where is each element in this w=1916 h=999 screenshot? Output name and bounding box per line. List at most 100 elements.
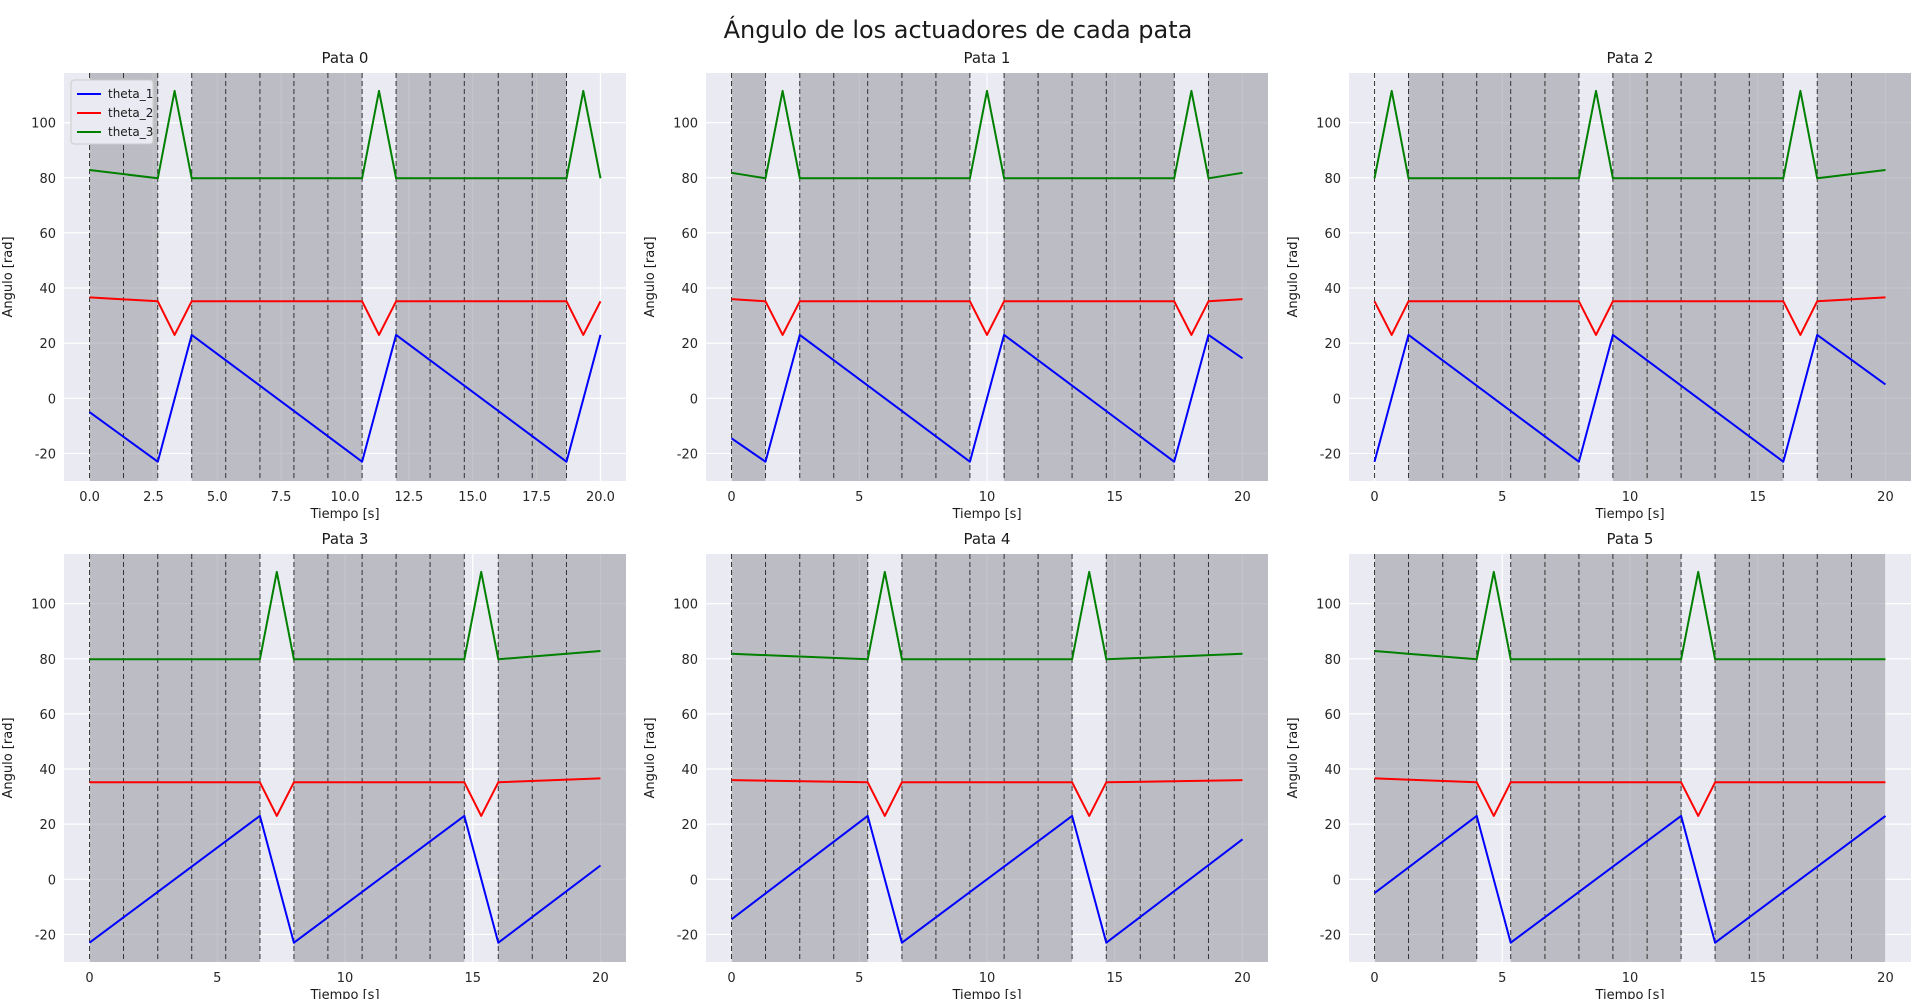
series-line-theta_1 xyxy=(730,333,1244,463)
stance-shade xyxy=(191,73,363,481)
y-tick-label: 0 xyxy=(690,392,698,407)
stance-shade xyxy=(1612,73,1784,481)
x-tick-label: 2.5 xyxy=(143,490,164,505)
stance-shade xyxy=(89,554,260,962)
x-tick-label: 5 xyxy=(213,971,221,986)
y-tick-label: 20 xyxy=(39,337,56,352)
stance-shade xyxy=(1408,73,1579,481)
x-tick-label: 20 xyxy=(1234,490,1251,505)
y-tick-label: 40 xyxy=(1324,763,1341,778)
x-tick-label: 10 xyxy=(1622,490,1639,505)
legend-box xyxy=(70,79,154,145)
y-tick-label: 40 xyxy=(681,763,698,778)
series-line-theta_2 xyxy=(1374,777,1886,817)
subplot-2: -20 0 20 40 60 80 100 0 5 10 15 20 Pata 2 Tiempo [s] A… xyxy=(1286,49,1911,522)
subplot-4: -20 0 20 40 60 80 100 0 5 10 15 20 Pata 4 Tiempo [s] A… xyxy=(643,530,1268,999)
y-tick-label: 40 xyxy=(681,282,698,297)
y-tick-label: 0 xyxy=(48,392,56,407)
y-tick-label: 40 xyxy=(39,763,56,778)
x-tick-label: 0.0 xyxy=(79,490,100,505)
x-tick-label: 0 xyxy=(727,490,735,505)
x-tick-label: 20 xyxy=(592,971,609,986)
x-tick-label: 0 xyxy=(1370,490,1378,505)
series-line-theta_2 xyxy=(731,298,1243,336)
y-tick-label: -20 xyxy=(35,447,56,462)
x-tick-label: 5 xyxy=(1498,971,1506,986)
x-tick-label: 10.0 xyxy=(331,490,360,505)
y-tick-label: 100 xyxy=(1316,598,1341,613)
y-axis-label: Angulo [rad] xyxy=(1286,717,1301,798)
y-tick-label: 60 xyxy=(39,227,56,242)
y-tick-label: 40 xyxy=(39,282,56,297)
x-axis-label: Tiempo [s] xyxy=(951,507,1021,522)
x-axis-label: Tiempo [s] xyxy=(309,988,379,999)
y-tick-label: 60 xyxy=(681,708,698,723)
y-tick-label: 20 xyxy=(681,337,698,352)
legend-label-theta_2: theta_2 xyxy=(108,106,153,120)
y-tick-label: -20 xyxy=(677,447,698,462)
x-tick-label: 5 xyxy=(855,971,863,986)
series-line-theta_3 xyxy=(1374,570,1886,661)
y-axis-label: Angulo [rad] xyxy=(1286,236,1301,317)
x-tick-label: 12.5 xyxy=(394,490,423,505)
y-tick-label: 80 xyxy=(39,653,56,668)
x-tick-label: 15 xyxy=(1749,490,1766,505)
stance-shade xyxy=(1715,554,1886,962)
x-tick-label: 17.5 xyxy=(522,490,551,505)
subplot-title: Pata 0 xyxy=(322,49,369,67)
y-axis-label: Angulo [rad] xyxy=(1,236,16,317)
subplot-title: Pata 3 xyxy=(322,530,369,548)
y-tick-label: 0 xyxy=(48,873,56,888)
y-tick-label: 20 xyxy=(681,818,698,833)
legend-label-theta_1: theta_1 xyxy=(108,87,153,101)
x-tick-label: 10 xyxy=(979,490,996,505)
x-tick-label: 5 xyxy=(1498,490,1506,505)
y-tick-label: 0 xyxy=(690,873,698,888)
subplot-title: Pata 4 xyxy=(964,530,1011,548)
figure-title: Ángulo de los actuadores de cada pata xyxy=(723,16,1193,44)
y-tick-label: 80 xyxy=(681,653,698,668)
subplot-3: -20 0 20 40 60 80 100 0 5 10 15 20 Pata 3 Tiempo [s] A… xyxy=(1,530,626,999)
series-line-theta_2 xyxy=(731,779,1243,817)
stance-shade xyxy=(293,554,465,962)
x-axis-label: Tiempo [s] xyxy=(309,507,379,522)
stance-shade xyxy=(498,554,626,962)
subplot-1: -20 0 20 40 60 80 100 0 5 10 15 20 Pata 1 Tiempo [s] A… xyxy=(643,49,1268,522)
subplot-0: -20 0 20 40 60 80 100 0.0 2.5 5.0 7.5 10.0 12.5 15.0 1… xyxy=(1,49,626,522)
x-tick-label: 7.5 xyxy=(271,490,292,505)
y-axis-label: Angulo [rad] xyxy=(1,717,16,798)
y-tick-label: 80 xyxy=(1324,172,1341,187)
x-tick-label: 15 xyxy=(1106,490,1123,505)
y-axis-label: Angulo [rad] xyxy=(643,236,658,317)
stance-shade xyxy=(799,73,970,481)
series-line-theta_3 xyxy=(89,89,602,180)
y-tick-label: 100 xyxy=(1316,117,1341,132)
stance-shade xyxy=(901,554,1073,962)
series-line-theta_2 xyxy=(89,777,601,817)
x-tick-label: 0 xyxy=(727,971,735,986)
y-tick-label: 40 xyxy=(1324,282,1341,297)
y-tick-label: 100 xyxy=(31,117,56,132)
x-tick-label: 15 xyxy=(1749,971,1766,986)
y-tick-label: 60 xyxy=(1324,708,1341,723)
x-axis-label: Tiempo [s] xyxy=(1594,507,1664,522)
series-line-theta_2 xyxy=(89,296,602,336)
subplot-5: -20 0 20 40 60 80 100 0 5 10 15 20 Pata 5 Tiempo [s] A… xyxy=(1286,530,1911,999)
y-tick-label: 20 xyxy=(39,818,56,833)
y-tick-label: -20 xyxy=(1320,447,1341,462)
x-tick-label: 15 xyxy=(1106,971,1123,986)
x-tick-label: 5.0 xyxy=(207,490,228,505)
legend-label-theta_3: theta_3 xyxy=(108,125,153,139)
x-tick-label: 10 xyxy=(979,971,996,986)
y-tick-label: 60 xyxy=(681,227,698,242)
x-tick-label: 20.0 xyxy=(586,490,615,505)
y-tick-label: -20 xyxy=(1320,928,1341,943)
x-tick-label: 15.0 xyxy=(458,490,487,505)
series-line-theta_1 xyxy=(1373,814,1887,944)
subplot-title: Pata 5 xyxy=(1607,530,1654,548)
x-tick-label: 20 xyxy=(1877,490,1894,505)
x-tick-label: 0 xyxy=(1370,971,1378,986)
y-tick-label: 100 xyxy=(673,598,698,613)
x-tick-label: 15 xyxy=(464,971,481,986)
